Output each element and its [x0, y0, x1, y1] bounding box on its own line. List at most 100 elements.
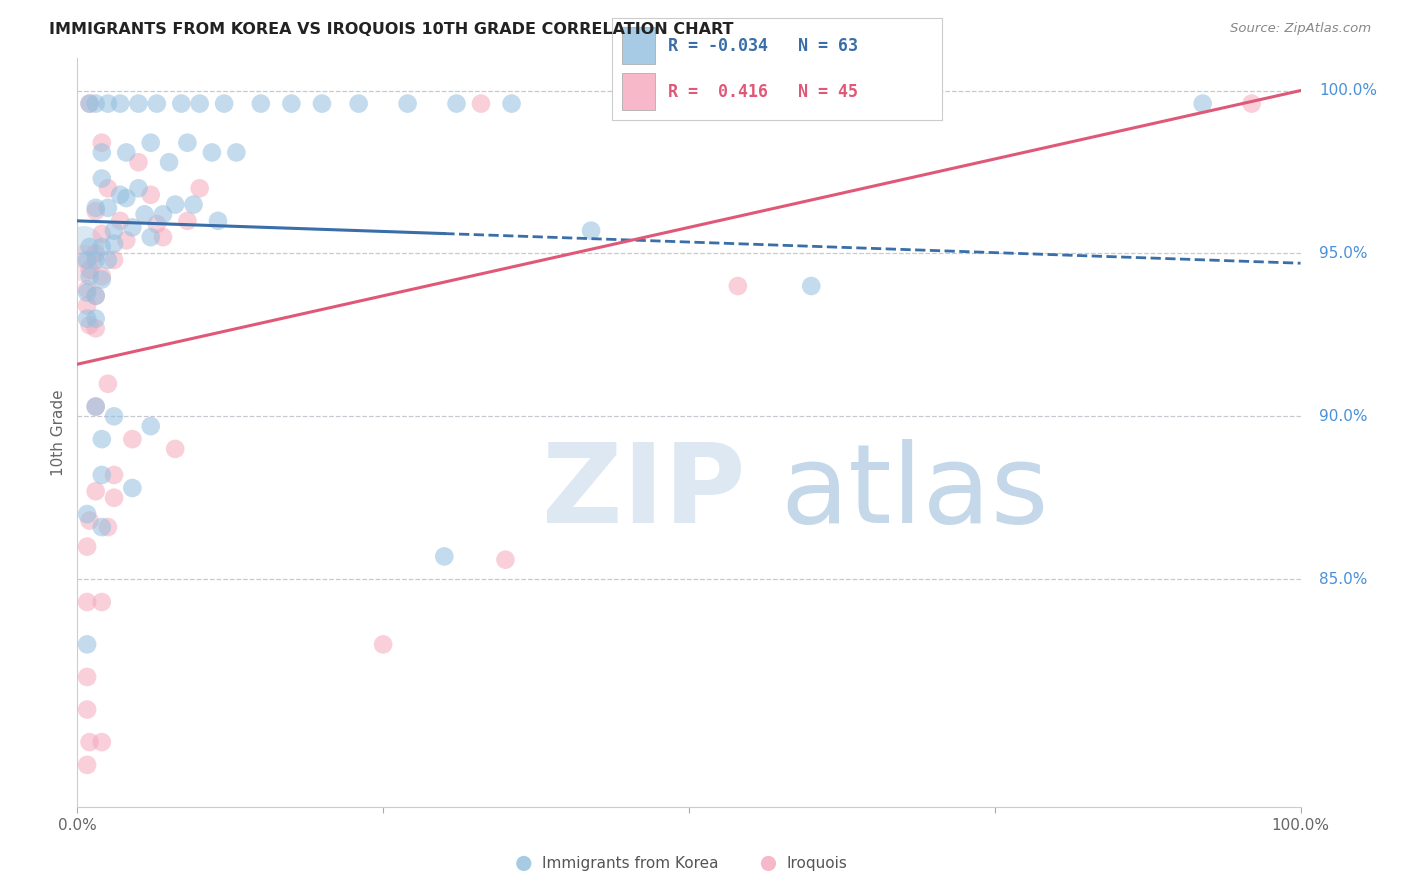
- Point: [103, 236, 125, 251]
- Text: 95.0%: 95.0%: [1319, 246, 1368, 261]
- Point: [176, 214, 198, 228]
- Point: [97, 252, 120, 267]
- Point: [76, 670, 98, 684]
- FancyBboxPatch shape: [621, 27, 655, 64]
- Point: [79, 514, 101, 528]
- Point: [79, 262, 101, 277]
- Point: [127, 181, 149, 195]
- Point: [103, 409, 125, 424]
- Point: [1191, 96, 1213, 111]
- Point: [76, 311, 98, 326]
- Point: [201, 145, 224, 160]
- Point: [84, 204, 107, 219]
- Point: [103, 224, 125, 238]
- Point: [76, 595, 98, 609]
- Point: [347, 96, 370, 111]
- Point: [188, 96, 211, 111]
- Point: [97, 376, 120, 391]
- Point: [115, 145, 138, 160]
- Point: [84, 96, 107, 111]
- Point: [76, 507, 98, 521]
- Point: [225, 145, 247, 160]
- Point: [207, 214, 229, 228]
- Point: [97, 201, 120, 215]
- Point: [90, 520, 112, 534]
- Text: Source: ZipAtlas.com: Source: ZipAtlas.com: [1230, 22, 1371, 36]
- Point: [108, 187, 131, 202]
- Point: [800, 279, 823, 293]
- Point: [134, 207, 156, 221]
- Point: [76, 299, 98, 313]
- Point: [152, 230, 174, 244]
- Point: [127, 96, 149, 111]
- Text: R = -0.034   N = 63: R = -0.034 N = 63: [668, 37, 858, 54]
- Point: [165, 197, 187, 211]
- Point: [90, 227, 112, 241]
- Point: [170, 96, 193, 111]
- Point: [76, 758, 98, 772]
- Point: [90, 735, 112, 749]
- Point: [446, 96, 468, 111]
- Point: [188, 181, 211, 195]
- Point: [79, 240, 101, 254]
- Point: [79, 96, 101, 111]
- Point: [84, 400, 107, 414]
- Point: [97, 181, 120, 195]
- Point: [579, 224, 602, 238]
- Text: Iroquois: Iroquois: [787, 856, 848, 871]
- Point: [103, 467, 125, 482]
- Point: [127, 155, 149, 169]
- Point: [121, 432, 143, 446]
- Point: [311, 96, 333, 111]
- Point: [90, 432, 112, 446]
- Point: [157, 155, 180, 169]
- Point: [76, 702, 98, 716]
- Point: [103, 491, 125, 505]
- Point: [90, 269, 112, 284]
- Point: [76, 637, 98, 651]
- Point: [90, 595, 112, 609]
- Point: [97, 96, 120, 111]
- Point: [84, 252, 107, 267]
- Point: [115, 234, 138, 248]
- Point: [103, 252, 125, 267]
- Point: [396, 96, 419, 111]
- Point: [84, 484, 107, 499]
- Point: [84, 321, 107, 335]
- Point: [250, 96, 273, 111]
- Point: [90, 171, 112, 186]
- Point: [121, 481, 143, 495]
- Point: [76, 252, 98, 267]
- Point: [79, 96, 101, 111]
- Point: [121, 220, 143, 235]
- Text: IMMIGRANTS FROM KOREA VS IROQUOIS 10TH GRADE CORRELATION CHART: IMMIGRANTS FROM KOREA VS IROQUOIS 10TH G…: [49, 22, 734, 37]
- Point: [501, 96, 523, 111]
- Point: [495, 552, 517, 566]
- Point: [90, 272, 112, 286]
- Point: [146, 217, 169, 231]
- Point: [84, 289, 107, 303]
- Point: [72, 240, 94, 254]
- Point: [72, 256, 94, 270]
- Point: [84, 289, 107, 303]
- Point: [79, 269, 101, 284]
- Point: [84, 400, 107, 414]
- Point: [115, 191, 138, 205]
- Point: [90, 136, 112, 150]
- Point: [165, 442, 187, 456]
- Text: ZIP: ZIP: [543, 439, 745, 546]
- FancyBboxPatch shape: [621, 73, 655, 110]
- Point: [433, 549, 456, 564]
- Point: [139, 136, 162, 150]
- Point: [84, 246, 107, 260]
- Point: [139, 230, 162, 244]
- Point: [76, 540, 98, 554]
- Point: [183, 197, 205, 211]
- Point: [139, 187, 162, 202]
- Point: [76, 285, 98, 300]
- Y-axis label: 10th Grade: 10th Grade: [51, 389, 66, 476]
- Point: [84, 311, 107, 326]
- Point: [1240, 96, 1263, 111]
- Text: 100.0%: 100.0%: [1319, 83, 1376, 98]
- Point: [371, 637, 394, 651]
